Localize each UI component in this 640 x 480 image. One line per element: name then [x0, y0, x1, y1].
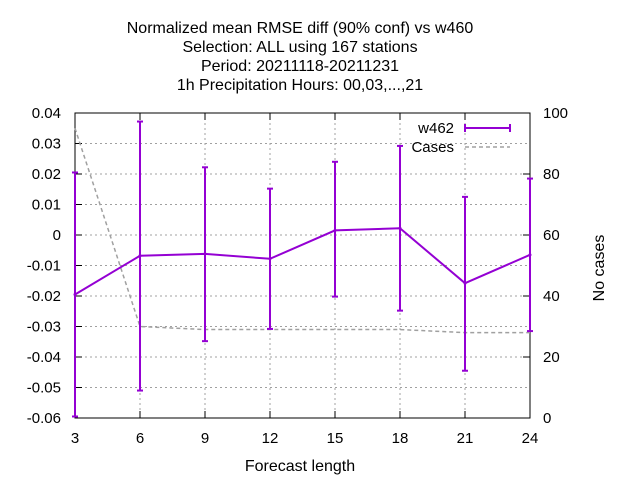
x-tick-label: 9: [201, 430, 209, 447]
y-tick-label: 0.03: [32, 136, 61, 153]
y2-tick-label: 0: [543, 410, 551, 427]
y2-tick-label: 20: [543, 349, 560, 366]
y-tick-label: 0.01: [32, 197, 61, 214]
x-tick-label: 6: [136, 430, 144, 447]
data-point-w462: [528, 253, 532, 257]
y-tick-label: -0.05: [27, 380, 61, 397]
x-tick-label: 3: [71, 430, 79, 447]
y2-tick-label: 100: [543, 105, 568, 122]
x-tick-label: 24: [522, 430, 539, 447]
chart-title: Normalized mean RMSE diff (90% conf) vs …: [127, 20, 474, 94]
title-line-2: Selection: ALL using 167 stations: [182, 39, 417, 56]
series-line-cases: [74, 128, 530, 334]
y-tick-label: -0.01: [27, 258, 61, 275]
data-point-w462: [73, 292, 77, 296]
y2-tick-label: 40: [543, 288, 560, 305]
x-tick-label: 21: [457, 430, 474, 447]
y-tick-label: -0.06: [27, 410, 61, 427]
legend-label-cases: Cases: [411, 139, 454, 156]
axis-ticks: [74, 112, 531, 419]
title-line-4: 1h Precipitation Hours: 00,03,...,21: [177, 77, 423, 94]
legend-swatches: [464, 124, 511, 148]
data-point-w462: [268, 257, 272, 261]
y2-tick-label: 60: [543, 227, 560, 244]
data-point-w462: [138, 254, 142, 258]
tick-labels: 3 6 9 12 15 18 21 24 -0.06 -0.05 -0.04 -0.03 -0.02 -0…: [27, 105, 568, 447]
title-line-3: Period: 20211118-20211231: [201, 58, 399, 75]
series-layer: [72, 120, 533, 418]
title-line-1: Normalized mean RMSE diff (90% conf) vs …: [127, 20, 474, 37]
y-tick-label: 0.02: [32, 166, 61, 183]
data-point-w462: [333, 228, 337, 232]
data-point-w462: [203, 252, 207, 256]
data-point-w462: [463, 281, 467, 285]
x-axis-label: Forecast length: [245, 458, 355, 475]
y2-axis-label: No cases: [591, 235, 608, 302]
legend: w462 Cases: [411, 120, 511, 156]
y-tick-label: -0.02: [27, 288, 61, 305]
x-tick-label: 12: [262, 430, 279, 447]
x-tick-label: 18: [392, 430, 409, 447]
y-tick-label: -0.04: [27, 349, 61, 366]
y-tick-label: 0.04: [32, 105, 61, 122]
y-tick-label: -0.03: [27, 319, 61, 336]
series-line-w462: [74, 227, 531, 296]
data-point-w462: [398, 226, 402, 230]
x-tick-label: 15: [327, 430, 344, 447]
y-tick-label: 0: [53, 227, 61, 244]
grid: [74, 112, 531, 419]
legend-label-w462: w462: [417, 120, 454, 137]
y2-tick-label: 80: [543, 166, 560, 183]
